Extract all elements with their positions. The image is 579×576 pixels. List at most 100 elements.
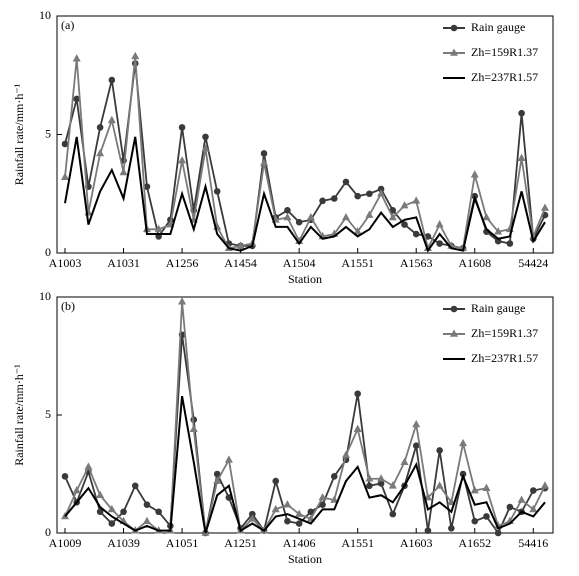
point-marker xyxy=(107,115,116,124)
point-marker xyxy=(178,156,187,164)
point-marker xyxy=(119,167,128,176)
point-marker xyxy=(330,195,338,202)
point-marker xyxy=(178,124,186,131)
legend-label: Zh=159R1.37 xyxy=(471,326,538,340)
point-marker xyxy=(494,529,502,537)
point-marker xyxy=(143,501,151,508)
legend-marker xyxy=(450,48,458,56)
point-marker xyxy=(377,474,386,482)
point-marker xyxy=(494,227,503,235)
point-marker xyxy=(470,486,479,494)
point-marker xyxy=(295,218,303,226)
point-marker xyxy=(354,192,361,200)
point-marker xyxy=(189,424,198,432)
y-tick-label: 10 xyxy=(39,8,51,22)
panel-label: (b) xyxy=(61,299,75,313)
legend-marker xyxy=(450,305,458,313)
point-marker xyxy=(72,486,81,494)
point-marker xyxy=(284,517,291,525)
point-marker xyxy=(248,514,257,522)
point-marker xyxy=(295,509,304,517)
x-tick-label: A1454 xyxy=(224,256,257,270)
point-marker xyxy=(61,473,69,480)
point-marker xyxy=(435,220,444,228)
point-marker xyxy=(354,390,361,398)
point-marker xyxy=(330,495,339,503)
point-marker xyxy=(178,297,187,305)
point-marker xyxy=(284,207,291,214)
point-marker xyxy=(96,148,105,157)
point-marker xyxy=(529,487,537,494)
x-tick-label: A1251 xyxy=(224,536,257,550)
x-tick-label: A1551 xyxy=(341,256,374,270)
point-marker xyxy=(155,508,162,516)
point-marker xyxy=(131,482,139,490)
y-axis-label: Rainfall rate/mm·h⁻¹ xyxy=(12,364,26,466)
point-marker xyxy=(412,196,421,204)
point-marker xyxy=(366,482,373,490)
point-marker xyxy=(84,462,93,470)
point-marker xyxy=(260,150,268,157)
point-marker xyxy=(471,517,479,525)
point-marker xyxy=(342,178,350,186)
x-axis-label: Station xyxy=(288,552,322,566)
point-marker xyxy=(73,95,81,103)
point-marker xyxy=(131,51,140,60)
point-marker xyxy=(108,520,116,527)
point-marker xyxy=(202,133,209,141)
y-tick-label: 5 xyxy=(45,407,51,421)
point-marker xyxy=(283,212,292,221)
y-axis-label: Rainfall rate/mm·h⁻¹ xyxy=(12,83,26,185)
x-tick-label: A1003 xyxy=(49,256,82,270)
point-marker xyxy=(366,190,373,198)
point-marker xyxy=(61,172,69,180)
point-marker xyxy=(388,212,397,221)
point-marker xyxy=(96,508,104,516)
y-tick-label: 0 xyxy=(45,525,51,539)
point-marker xyxy=(107,504,116,513)
x-tick-label: 54424 xyxy=(518,256,548,270)
point-marker xyxy=(154,224,163,233)
point-marker xyxy=(142,516,151,524)
point-marker xyxy=(506,240,514,247)
point-marker xyxy=(213,470,221,478)
point-marker xyxy=(272,477,280,485)
point-marker xyxy=(213,476,222,484)
point-marker xyxy=(412,230,420,238)
point-marker xyxy=(424,527,432,534)
point-marker xyxy=(529,504,538,513)
point-marker xyxy=(61,140,69,148)
point-marker xyxy=(377,189,386,197)
point-marker xyxy=(307,508,315,516)
point-marker xyxy=(96,490,105,499)
point-marker xyxy=(389,510,397,518)
point-marker xyxy=(518,109,525,117)
point-marker xyxy=(436,447,443,454)
legend-label: Rain gauge xyxy=(471,301,525,315)
y-tick-label: 5 xyxy=(45,126,51,140)
point-marker xyxy=(143,183,151,190)
point-marker xyxy=(341,450,350,458)
legend-label: Zh=237R1.57 xyxy=(471,351,538,365)
x-tick-label: A1652 xyxy=(458,536,491,550)
point-marker xyxy=(283,500,292,508)
point-marker xyxy=(96,124,104,131)
point-marker xyxy=(435,481,444,489)
point-marker xyxy=(494,237,502,245)
point-marker xyxy=(517,153,526,161)
point-marker xyxy=(306,212,315,221)
point-marker xyxy=(377,185,385,193)
x-tick-label: A1551 xyxy=(341,536,374,550)
point-marker xyxy=(541,481,549,489)
point-marker xyxy=(412,442,420,449)
x-tick-label: A1256 xyxy=(166,256,199,270)
point-marker xyxy=(330,473,338,480)
legend-label: Zh=159R1.37 xyxy=(471,45,538,59)
x-tick-label: A1406 xyxy=(283,536,316,550)
series-line xyxy=(64,136,546,253)
point-marker xyxy=(470,170,479,178)
point-marker xyxy=(120,508,127,516)
point-marker xyxy=(412,419,421,428)
point-marker xyxy=(401,221,408,228)
